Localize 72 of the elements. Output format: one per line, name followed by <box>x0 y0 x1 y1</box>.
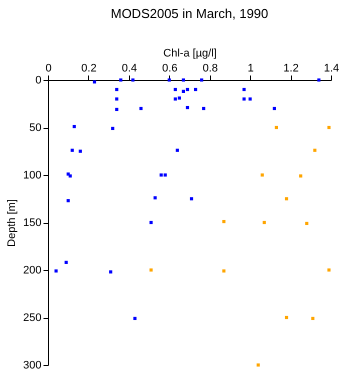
y-tick-label: 0 <box>35 74 42 86</box>
point <box>305 222 308 226</box>
point <box>168 78 171 82</box>
x-tick-label: 0.6 <box>162 62 178 74</box>
y-tick-label: 150 <box>23 217 42 229</box>
point <box>64 260 68 264</box>
point <box>70 148 74 152</box>
point <box>119 78 122 82</box>
point <box>78 150 82 153</box>
point <box>174 97 177 101</box>
y-tick-label: 100 <box>23 170 42 182</box>
point <box>72 124 76 128</box>
point <box>68 174 72 178</box>
chart-title: MODS2005 in March, 1990 <box>110 6 268 21</box>
x-tick-label: 0.4 <box>122 62 138 74</box>
point <box>115 108 118 112</box>
point <box>133 316 136 320</box>
point <box>327 268 331 272</box>
point <box>109 270 112 274</box>
x-tick-label: 0.8 <box>202 62 218 74</box>
point <box>111 126 114 130</box>
point <box>178 96 181 100</box>
point <box>262 220 266 224</box>
point <box>182 90 186 93</box>
point <box>242 97 246 101</box>
point <box>186 88 190 92</box>
point <box>202 106 206 110</box>
point <box>317 78 320 82</box>
point <box>222 220 226 224</box>
x-axis-title: Chl-a [µg/l] <box>163 48 217 60</box>
y-tick-label: 300 <box>23 360 42 372</box>
point <box>160 173 163 177</box>
point <box>260 173 264 177</box>
point <box>327 126 331 130</box>
point <box>222 269 226 273</box>
y-tick-label: 50 <box>29 122 42 134</box>
x-tick-label: 0.2 <box>81 62 97 74</box>
x-tick-label: 1 <box>248 62 254 74</box>
point <box>299 174 302 178</box>
point <box>190 197 194 200</box>
point <box>164 173 167 177</box>
point <box>92 80 96 84</box>
x-tick-label: 1.4 <box>324 62 340 74</box>
point <box>182 78 186 82</box>
point <box>272 106 276 110</box>
point <box>54 269 58 273</box>
point <box>284 197 288 200</box>
point <box>139 106 143 110</box>
point <box>176 148 179 152</box>
y-tick-label: 200 <box>23 264 42 276</box>
point <box>284 316 288 320</box>
point <box>311 316 314 320</box>
point <box>115 97 118 101</box>
point <box>174 88 177 92</box>
point <box>150 220 153 224</box>
y-axis-title: Depth [m] <box>6 199 18 247</box>
point <box>248 97 252 101</box>
x-tick-label: 1.2 <box>283 62 299 74</box>
point <box>242 88 246 92</box>
y-tick-label: 250 <box>23 312 42 324</box>
point <box>274 126 278 130</box>
point <box>154 196 157 200</box>
point <box>115 88 118 92</box>
point <box>313 148 316 152</box>
point <box>194 88 198 92</box>
point <box>66 199 70 202</box>
point <box>150 268 153 272</box>
x-tick-label: 0 <box>45 62 52 74</box>
point <box>131 78 134 82</box>
point <box>256 363 260 367</box>
point <box>200 78 204 82</box>
point <box>186 106 190 110</box>
